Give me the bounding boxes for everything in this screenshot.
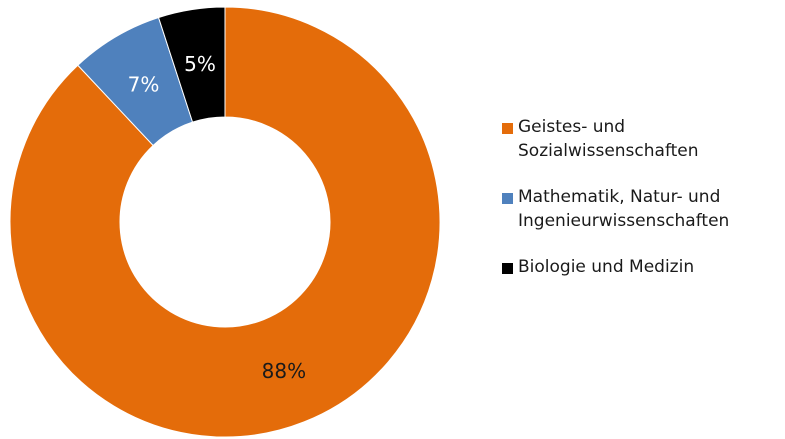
chart-legend: Geistes- und Sozialwissenschaften Mathem… (500, 115, 785, 301)
legend-item-biologie: Biologie und Medizin (500, 255, 785, 279)
data-label-biologie: 5% (184, 52, 216, 76)
legend-item-geistes: Geistes- und Sozialwissenschaften (500, 115, 785, 163)
legend-label-mathematik: Mathematik, Natur- und Ingenieurwissensc… (518, 187, 730, 231)
legend-swatch-geistes (502, 123, 513, 134)
legend-label-geistes: Geistes- und Sozialwissenschaften (518, 117, 699, 161)
legend-item-mathematik: Mathematik, Natur- und Ingenieurwissensc… (500, 185, 785, 233)
donut-slice-geistes (9, 6, 441, 438)
data-label-geistes: 88% (262, 359, 306, 383)
data-label-mathematik: 7% (128, 72, 160, 96)
donut-slice-biologie (157, 6, 226, 123)
donut-chart: 88% 7% 5% (9, 6, 441, 438)
legend-swatch-mathematik (502, 193, 513, 204)
legend-label-biologie: Biologie und Medizin (518, 257, 695, 277)
legend-swatch-biologie (502, 263, 513, 274)
